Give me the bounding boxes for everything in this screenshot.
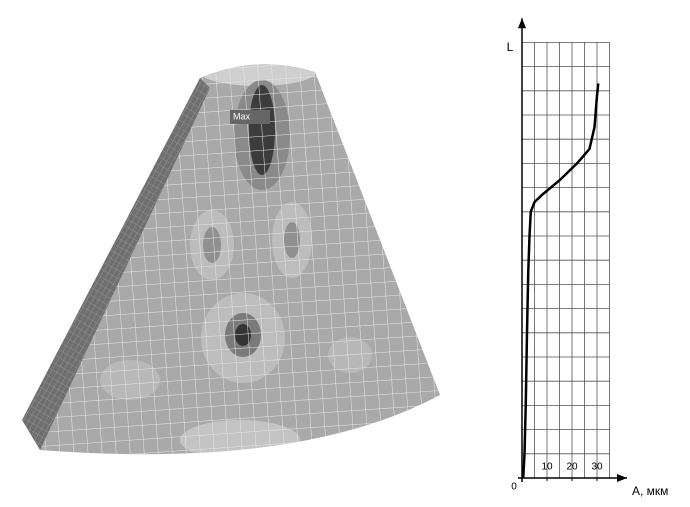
fem-model: Max bbox=[0, 40, 460, 480]
probe-label: Max bbox=[233, 111, 251, 121]
x-tick-label: 30 bbox=[591, 462, 603, 473]
origin-label: 0 bbox=[511, 482, 517, 493]
x-axis-arrow bbox=[617, 474, 627, 482]
y-axis-arrow bbox=[518, 18, 526, 28]
chart: 10 20 30 0 A, мкм L bbox=[507, 18, 669, 498]
page: {"model_label": "Max", "chart_data": {"t… bbox=[0, 0, 690, 507]
x-tick-label: 10 bbox=[541, 462, 553, 473]
figure: Max 10 20 30 0 A, мкм L bbox=[0, 0, 690, 502]
x-axis-label: A, мкм bbox=[632, 484, 668, 498]
y-axis-label: L bbox=[507, 40, 514, 54]
x-tick-label: 20 bbox=[566, 462, 578, 473]
